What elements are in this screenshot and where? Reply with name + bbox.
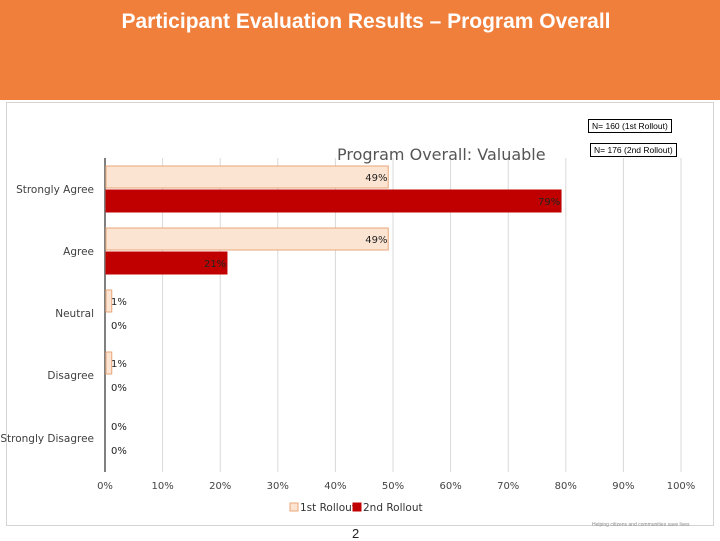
bar-1st-rollout	[105, 351, 113, 375]
x-tick-label: 80%	[555, 481, 577, 492]
bar-2nd-rollout	[105, 251, 228, 275]
x-tick-label: 20%	[209, 481, 231, 492]
sample-size-note-1st: N= 160 (1st Rollout)	[588, 119, 672, 133]
data-label: 49%	[365, 235, 387, 246]
data-label: 0%	[111, 446, 127, 457]
category-label: Agree	[63, 246, 94, 258]
x-tick-label: 10%	[151, 481, 173, 492]
x-tick-label: 100%	[667, 481, 696, 492]
x-tick-label: 90%	[612, 481, 634, 492]
bar-1st-rollout	[105, 289, 113, 313]
legend-swatch-1st	[289, 502, 299, 512]
data-label: 21%	[204, 259, 226, 270]
x-tick-label: 70%	[497, 481, 519, 492]
slide-title: Participant Evaluation Results – Program…	[121, 10, 611, 33]
chart-title: Program Overall: Valuable	[337, 145, 546, 164]
sample-size-note-2nd: N= 176 (2nd Rollout)	[590, 143, 677, 157]
category-label: Neutral	[55, 308, 94, 320]
data-label: 0%	[111, 383, 127, 394]
x-tick-label: 30%	[267, 481, 289, 492]
category-label: Strongly Agree	[16, 184, 94, 196]
category-label: Disagree	[47, 370, 94, 382]
data-label: 49%	[365, 173, 387, 184]
x-tick-label: 50%	[382, 481, 404, 492]
slide-header-band	[0, 0, 720, 100]
legend-label: 1st Rollout	[300, 502, 356, 514]
legend-label: 2nd Rollout	[363, 502, 423, 514]
legend-swatch-2nd	[352, 502, 362, 512]
data-label: 79%	[538, 197, 560, 208]
x-tick-label: 60%	[439, 481, 461, 492]
bar-2nd-rollout	[105, 189, 562, 213]
bar-1st-rollout	[105, 165, 389, 189]
x-tick-label: 0%	[97, 481, 113, 492]
data-label: 0%	[111, 321, 127, 332]
x-tick-label: 40%	[324, 481, 346, 492]
bar-1st-rollout	[105, 227, 389, 251]
footer-tagline: Helping citizens and communities save li…	[592, 522, 690, 528]
page-number: 2	[352, 526, 360, 541]
data-label: 1%	[111, 297, 127, 308]
data-label: 0%	[111, 422, 127, 433]
data-label: 1%	[111, 359, 127, 370]
category-label: Strongly Disagree	[0, 433, 94, 445]
